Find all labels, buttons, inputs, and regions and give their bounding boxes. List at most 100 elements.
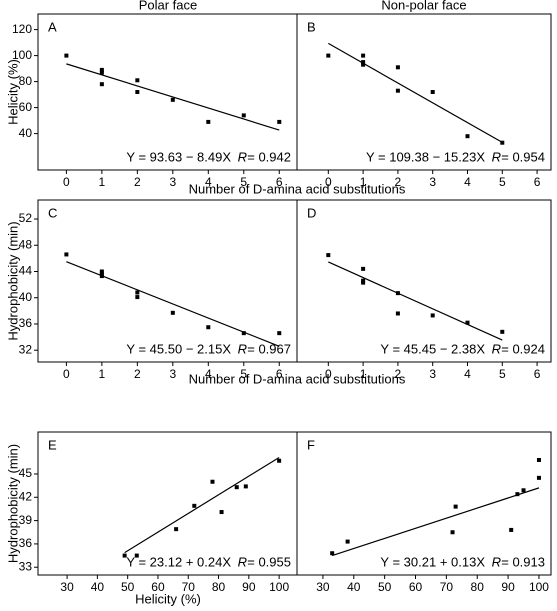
point — [465, 320, 470, 325]
y-tick-label: 33 — [19, 559, 33, 573]
x-tick-label: 30 — [60, 580, 74, 594]
x-tick-label: 6 — [276, 175, 283, 189]
point — [453, 504, 458, 509]
point — [395, 291, 400, 296]
point — [206, 119, 211, 124]
panel-frame — [296, 13, 552, 171]
point — [536, 457, 541, 462]
x-tick-label: 4 — [464, 367, 471, 381]
point — [361, 60, 366, 65]
fit-line — [124, 456, 280, 554]
r-symbol: R — [238, 341, 247, 356]
panel-label: C — [48, 205, 57, 220]
x-tick-label: 1 — [360, 367, 367, 381]
point — [135, 295, 140, 300]
x-tick-label: 2 — [395, 175, 402, 189]
y-tick-label: 32 — [19, 342, 33, 356]
y-axis-label: Hydrophobicity (min) — [5, 221, 20, 340]
x-tick-label: 0 — [325, 175, 332, 189]
point — [500, 140, 505, 145]
x-tick-label: 1 — [360, 175, 367, 189]
y-tick-label: 44 — [19, 264, 33, 278]
point — [277, 458, 282, 463]
point — [99, 274, 104, 279]
point — [330, 551, 335, 556]
y-tick-label: 40 — [19, 126, 33, 140]
point — [99, 82, 104, 87]
x-tick-label: 3 — [169, 367, 176, 381]
panel-label: A — [48, 19, 57, 34]
point — [450, 530, 455, 535]
y-tick-label: 39 — [19, 513, 33, 527]
point — [509, 527, 514, 532]
point — [122, 553, 127, 558]
x-tick-label: 5 — [499, 367, 506, 381]
point — [210, 479, 215, 484]
fit-line — [66, 63, 280, 131]
point — [536, 475, 541, 480]
y-tick-label: 48 — [19, 237, 33, 251]
equation: Y = 45.45 − 2.38X — [380, 341, 485, 356]
y-tick-label: 100 — [12, 48, 32, 62]
point — [465, 134, 470, 139]
equation: Y = 109.38 − 15.23X — [366, 149, 485, 164]
x-tick-label: 60 — [151, 580, 165, 594]
point — [64, 53, 69, 58]
r-value: = 0.955 — [247, 554, 291, 569]
point — [361, 280, 366, 285]
fit-line — [66, 261, 280, 347]
point — [99, 271, 104, 276]
x-tick-label: 30 — [316, 580, 330, 594]
point — [174, 527, 179, 532]
x-tick-label: 50 — [378, 580, 392, 594]
point — [345, 539, 350, 544]
x-tick-label: 80 — [212, 580, 226, 594]
x-tick-label: 3 — [429, 175, 436, 189]
x-axis-label: Number of D-amina acid substitutions — [189, 371, 406, 386]
x-tick-label: 90 — [501, 580, 515, 594]
r-symbol: R — [238, 554, 247, 569]
x-tick-label: 1 — [99, 367, 106, 381]
panel-frame — [296, 431, 552, 576]
fit-line — [328, 261, 503, 341]
x-tick-label: 3 — [169, 175, 176, 189]
x-tick-label: 80 — [471, 580, 485, 594]
point — [277, 119, 282, 124]
equation: Y = 45.50 − 2.15X — [126, 341, 231, 356]
x-tick-label: 4 — [205, 175, 212, 189]
point — [219, 510, 224, 515]
x-tick-label: 2 — [134, 175, 141, 189]
point — [395, 88, 400, 93]
point — [170, 310, 175, 315]
point — [430, 313, 435, 318]
y-axis-label: Hydrophobicity (min) — [5, 444, 20, 563]
x-tick-label: 50 — [121, 580, 135, 594]
point — [99, 67, 104, 72]
r-value: = 0.913 — [501, 554, 545, 569]
r-symbol: R — [492, 341, 501, 356]
equation: Y = 93.63 − 8.49X — [126, 149, 231, 164]
x-tick-label: 0 — [325, 367, 332, 381]
point — [326, 53, 331, 58]
equation: Y = 30.21 + 0.13X — [380, 554, 485, 569]
r-symbol: R — [492, 554, 501, 569]
y-tick-label: 52 — [19, 211, 33, 225]
point — [135, 290, 140, 295]
column-title: Non-polar face — [381, 0, 466, 12]
fit-line — [328, 42, 503, 143]
panel-label: B — [307, 19, 316, 34]
point — [326, 253, 331, 258]
point — [206, 325, 211, 330]
x-tick-label: 70 — [182, 580, 196, 594]
point — [64, 252, 69, 257]
r-value: = 0.924 — [501, 341, 545, 356]
x-tick-label: 6 — [534, 367, 541, 381]
y-tick-label: 45 — [19, 466, 33, 480]
x-tick-label: 40 — [347, 580, 361, 594]
point — [99, 70, 104, 75]
x-tick-label: 2 — [134, 367, 141, 381]
panel-frame — [37, 13, 298, 171]
point — [395, 65, 400, 70]
y-tick-label: 120 — [12, 22, 32, 36]
y-tick-label: 42 — [19, 489, 33, 503]
